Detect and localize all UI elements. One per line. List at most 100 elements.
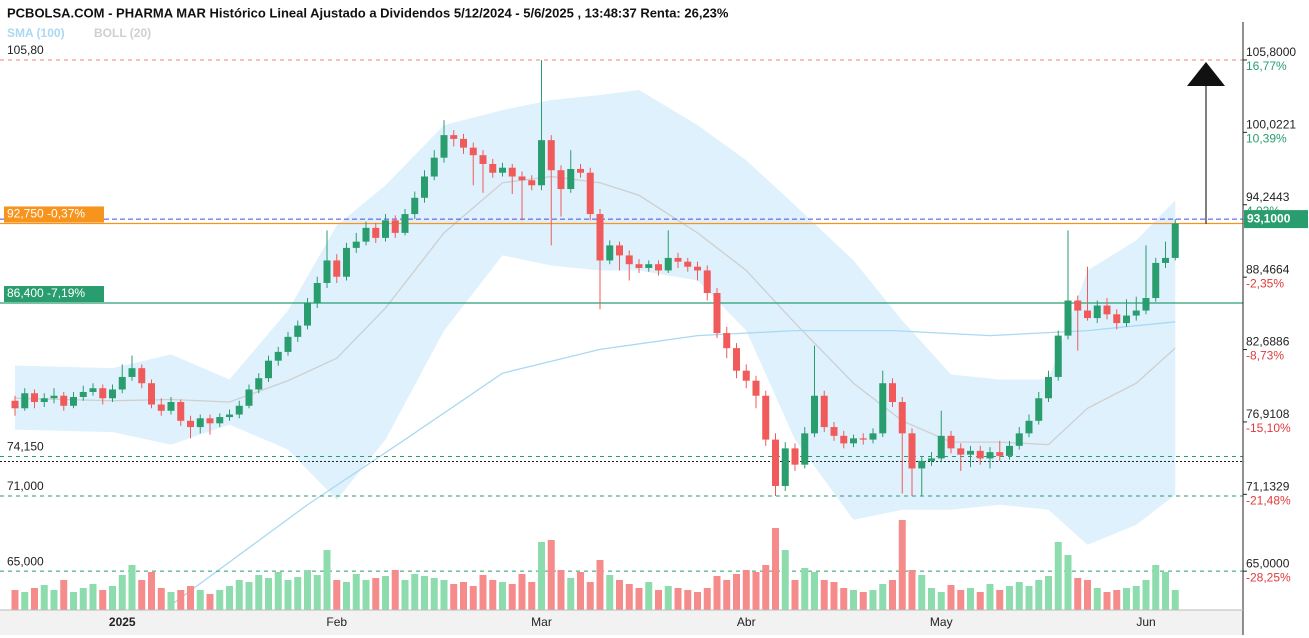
volume-bar <box>1006 586 1013 610</box>
volume-bar <box>391 570 399 610</box>
candle-body <box>255 378 263 390</box>
volume-bar <box>430 578 438 610</box>
volume-bar <box>850 590 857 610</box>
volume-bar <box>265 578 272 610</box>
candle-body <box>830 427 838 436</box>
candle-body <box>1123 315 1130 324</box>
candle-body <box>362 227 370 242</box>
candle-body <box>635 264 643 268</box>
volume-bar <box>645 582 653 610</box>
candle-body <box>440 135 448 158</box>
level-label: 74,150 <box>7 440 44 454</box>
last-price-label: 93,1000 <box>1247 211 1291 225</box>
volume-bar <box>1171 590 1179 610</box>
volume-bar <box>401 580 409 610</box>
volume-bar <box>469 586 477 610</box>
volume-bar <box>918 575 926 610</box>
legend-boll: BOLL (20) <box>94 26 151 40</box>
volume-bar <box>606 575 614 610</box>
level-label: 105,80 <box>7 43 44 57</box>
candle-body <box>109 389 116 399</box>
candle-body <box>479 155 487 164</box>
y-tick-label: 82,6886 <box>1246 335 1290 349</box>
candle-body <box>957 448 965 455</box>
volume-bar <box>518 574 526 610</box>
candle-body <box>762 395 770 440</box>
y-tick-label: 100,0221 <box>1246 118 1296 132</box>
candle-body <box>918 460 926 469</box>
candle-body <box>1045 376 1052 399</box>
volume-bar <box>70 592 77 610</box>
candle-body <box>50 395 58 399</box>
candle-body <box>937 435 945 459</box>
level-label: 92,750 -0,37% <box>7 207 85 221</box>
candle-body <box>625 255 633 265</box>
candle-body <box>645 264 653 268</box>
volume-bar <box>859 592 867 610</box>
candle-body <box>1054 335 1062 377</box>
candle-body <box>664 257 672 271</box>
candle-body <box>430 157 438 177</box>
volume-bar <box>947 585 955 610</box>
volume-bar <box>723 580 731 610</box>
candle-body <box>401 214 409 233</box>
volume-bar <box>908 570 916 610</box>
volume-bar <box>216 590 224 610</box>
volume-bar <box>411 574 419 610</box>
candle-body <box>889 383 896 403</box>
volume-bar <box>1123 588 1130 610</box>
band-layer <box>14 90 1176 606</box>
volume-bar <box>557 570 565 610</box>
y-tick-label: 65,0000 <box>1246 556 1290 570</box>
volume-bar <box>898 520 906 610</box>
volume-bar <box>294 577 302 610</box>
volume-bar <box>382 576 389 610</box>
volume-bar <box>703 588 711 610</box>
volume-bar <box>40 585 48 610</box>
bollinger-band <box>15 90 1176 545</box>
y-tick-change: 16,77% <box>1246 59 1287 73</box>
candle-body <box>265 360 272 379</box>
volume-bar <box>538 542 545 610</box>
y-tick-change: -2,35% <box>1246 276 1284 290</box>
volume-bar <box>577 572 584 610</box>
label-layer: 105,80 92,750 -0,37% 86,400 -7,19% 74,150 71… <box>4 43 104 568</box>
x-tick-label: Jun <box>1136 615 1155 629</box>
candle-body <box>879 383 887 434</box>
candle-body <box>577 168 584 173</box>
candle-body <box>118 376 126 390</box>
volume-bar <box>733 574 740 610</box>
candle-body <box>206 418 214 424</box>
volume-bar <box>996 590 1004 610</box>
y-tick-change: -15,10% <box>1246 421 1291 435</box>
volume-bar <box>313 575 321 610</box>
volume-bar <box>976 592 984 610</box>
volume-bar <box>138 580 146 610</box>
candle-body <box>60 395 68 406</box>
candle-body <box>1171 223 1179 258</box>
candle-body <box>411 197 419 215</box>
candle-body <box>1162 257 1169 263</box>
volume-bar <box>157 588 165 610</box>
volume-bar <box>343 582 350 610</box>
volume-bar <box>352 574 360 610</box>
volume-bar <box>820 580 828 610</box>
volume-bar <box>811 572 818 610</box>
candle-body <box>713 293 721 334</box>
volume-bar <box>1025 586 1033 610</box>
volume-bar <box>879 584 887 610</box>
candle-body <box>352 241 360 248</box>
volume-bar <box>362 580 370 610</box>
candle-body <box>557 170 565 190</box>
candle-body <box>606 245 614 261</box>
candle-body <box>460 138 467 148</box>
candle-body <box>79 391 87 398</box>
candle-body <box>596 214 604 261</box>
candle-body <box>996 452 1004 456</box>
volume-bar <box>99 590 107 610</box>
volume-bar <box>889 580 896 610</box>
candle-body <box>947 435 955 449</box>
candle-body <box>313 282 321 304</box>
candle-body <box>791 448 799 465</box>
volume-bar <box>752 572 760 610</box>
